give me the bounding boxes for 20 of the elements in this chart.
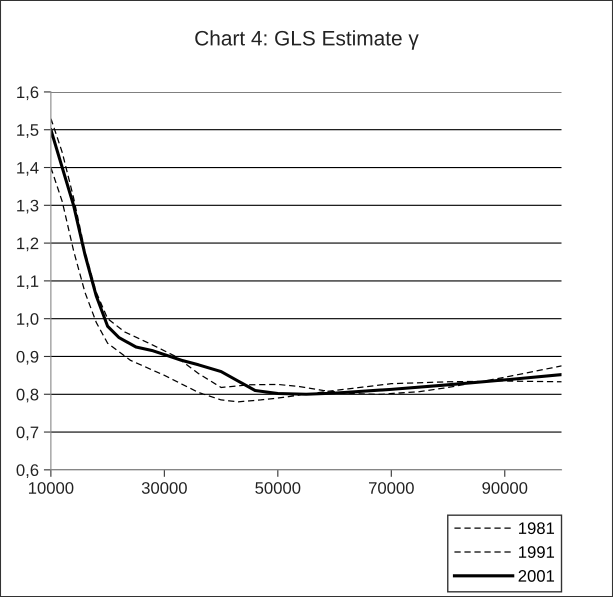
y-tick-label: 0,9 (16, 350, 38, 365)
y-tick-label: 1,4 (17, 162, 39, 176)
x-tick-label: 70000 (368, 482, 414, 494)
x-tick-label: 90000 (482, 482, 528, 494)
legend-label: 2001 (518, 570, 554, 582)
x-tick-label: 30000 (142, 482, 187, 494)
y-tick-label: 1,1 (17, 275, 38, 290)
chart-title: Chart 4: GLS Estimate γ (195, 30, 419, 50)
y-tick-label: 0,7 (16, 426, 38, 440)
y-tick-label: 0,8 (16, 388, 38, 402)
legend-label: 1991 (519, 546, 554, 558)
y-tick-label: 1,0 (17, 313, 38, 327)
y-tick-label: 0,6 (16, 464, 38, 478)
y-tick-label: 1,5 (17, 124, 38, 138)
y-tick-label: 1,6 (17, 86, 38, 100)
x-tick-label: 10000 (28, 482, 74, 494)
legend-label: 1981 (519, 522, 554, 534)
x-tick-label: 50000 (255, 482, 300, 494)
y-tick-label: 1,3 (17, 200, 38, 214)
y-tick-label: 1,2 (17, 238, 38, 252)
